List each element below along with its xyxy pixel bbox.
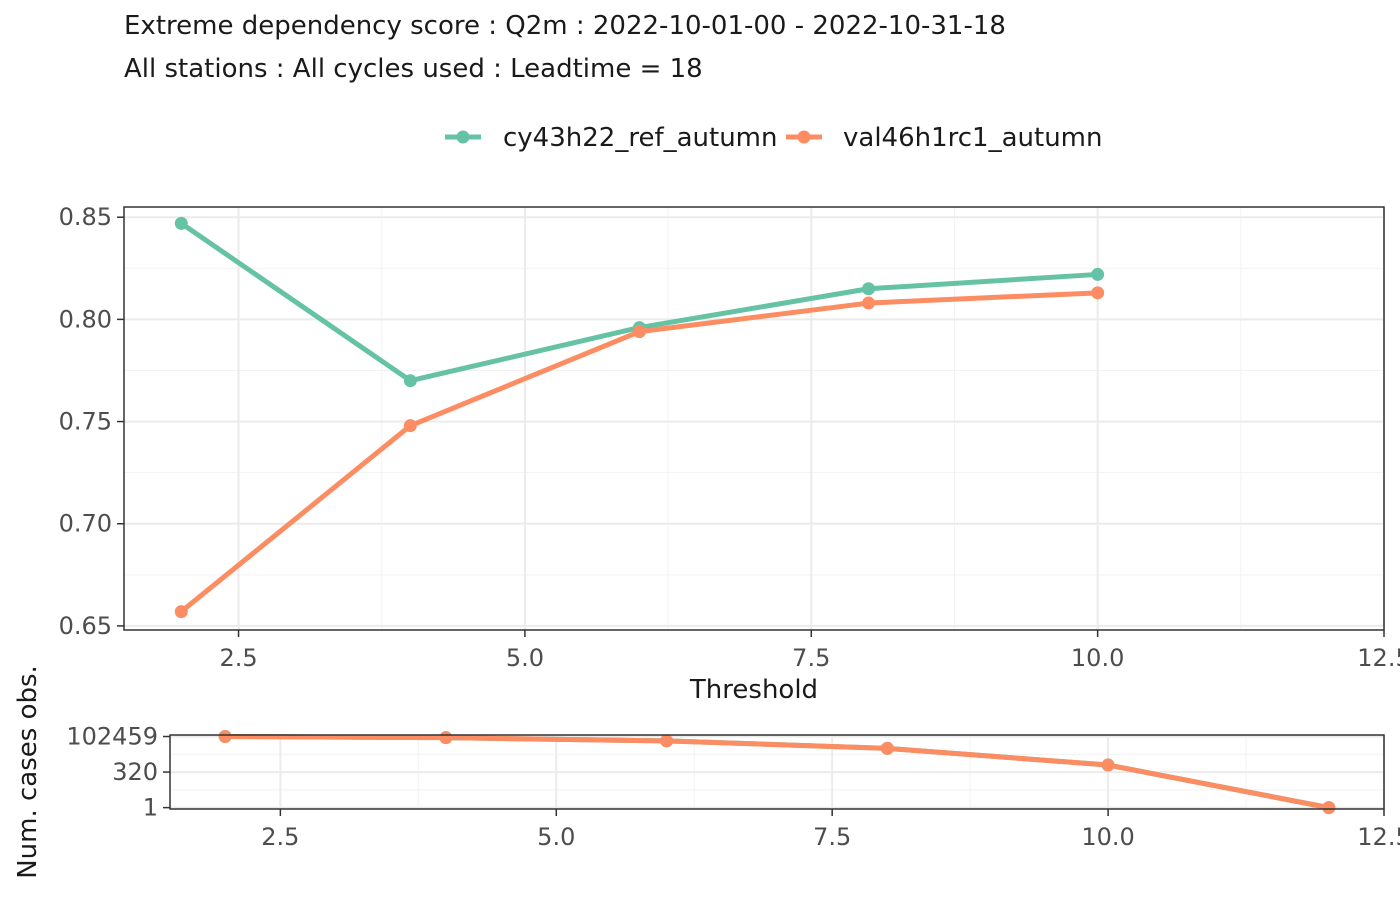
chart-title: Extreme dependency score : Q2m : 2022-10…: [124, 11, 1006, 41]
data-point: [403, 374, 417, 388]
data-point: [174, 605, 188, 619]
cases-plot-panel: 2.5 5.0 7.5 10.0 12.5 1 320 102459: [66, 723, 1400, 851]
x-tick-label: 5.0: [506, 644, 544, 672]
y-axis-title-cases: Num. cases obs.: [13, 665, 43, 879]
data-point: [439, 731, 453, 745]
series-line-2: [179, 290, 1098, 614]
x-tick-label: 7.5: [813, 823, 851, 851]
series-line-2: [225, 734, 1330, 811]
legend-key-point-1: [456, 130, 470, 144]
x-tick-label: 2.5: [219, 644, 257, 672]
y-tick-label: 0.80: [59, 305, 112, 333]
data-point: [1101, 758, 1115, 772]
data-point: [403, 419, 417, 433]
x-tick-label: 12.5: [1357, 823, 1400, 851]
x-tick-label: 10.0: [1081, 823, 1134, 851]
x-tick-label: 10.0: [1071, 644, 1124, 672]
y-tick-label: 102459: [66, 723, 158, 751]
legend-label-2: val46h1rc1_autumn: [843, 123, 1103, 153]
data-point: [632, 325, 646, 339]
y-tick-label: 320: [112, 758, 158, 786]
data-point: [1091, 267, 1105, 281]
x-tick-label: 5.0: [537, 823, 575, 851]
x-axis-title: Threshold: [689, 675, 818, 705]
legend-key-point-2: [797, 130, 811, 144]
legend-label-1: cy43h22_ref_autumn: [503, 123, 778, 153]
x-tick-label: 2.5: [261, 823, 299, 851]
legend: cy43h22_ref_autumn val46h1rc1_autumn: [445, 123, 1103, 153]
data-point: [862, 282, 876, 296]
data-point: [1322, 801, 1336, 815]
chart-subtitle: All stations : All cycles used : Leadtim…: [124, 54, 703, 84]
y-tick-label: 0.65: [59, 612, 112, 640]
data-point: [880, 741, 894, 755]
data-point: [660, 734, 674, 748]
data-point: [174, 216, 188, 230]
series-line-1: [179, 221, 1098, 384]
data-point: [1091, 286, 1105, 300]
x-tick-label: 7.5: [792, 644, 830, 672]
y-tick-label: 0.75: [59, 408, 112, 436]
data-point: [218, 730, 232, 744]
main-plot-panel: 2.5 5.0 7.5 10.0 12.5 0.65 0.70 0.75 0.80 0.85: [59, 203, 1400, 672]
panel-border: [123, 206, 1385, 631]
x-tick-label: 12.5: [1357, 644, 1400, 672]
y-tick-label: 0.70: [59, 510, 112, 538]
data-point: [862, 296, 876, 310]
y-tick-label: 1: [143, 794, 158, 822]
y-tick-label: 0.85: [59, 203, 112, 231]
